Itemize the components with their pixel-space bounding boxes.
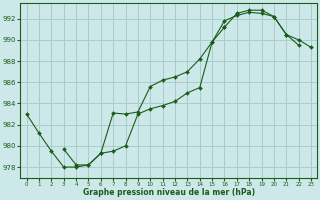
X-axis label: Graphe pression niveau de la mer (hPa): Graphe pression niveau de la mer (hPa)	[83, 188, 255, 197]
